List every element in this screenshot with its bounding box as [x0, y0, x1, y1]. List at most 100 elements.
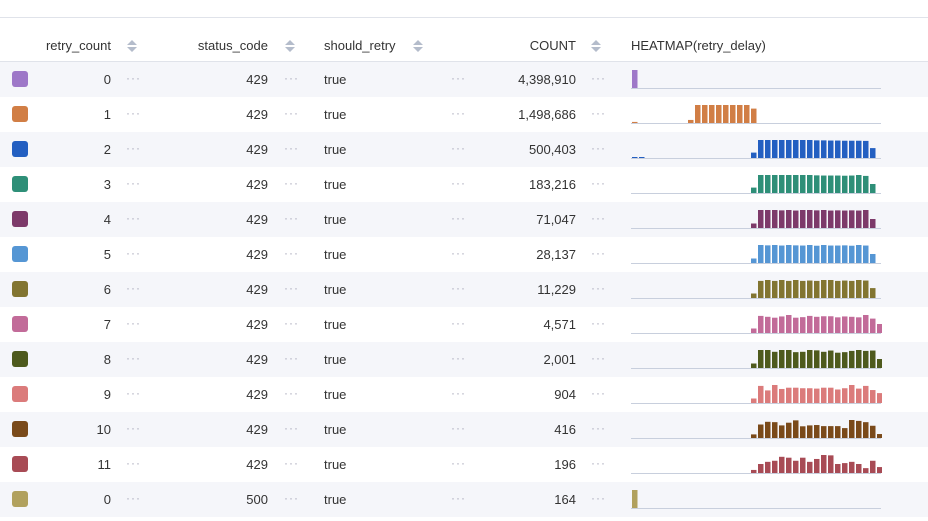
more-icon[interactable]: ··· [591, 211, 606, 225]
heatmap-bar [828, 280, 834, 298]
sort-icon[interactable] [285, 40, 295, 52]
table-row[interactable]: 11 ··· 429 ··· true ··· 196 ··· [0, 447, 928, 482]
heatmap-bar [835, 352, 841, 368]
more-icon[interactable]: ··· [126, 281, 141, 295]
table-row[interactable]: 2 ··· 429 ··· true ··· 500,403 ··· [0, 132, 928, 167]
more-icon[interactable]: ··· [126, 316, 141, 330]
series-color-swatch [12, 71, 28, 87]
more-icon[interactable]: ··· [284, 351, 299, 365]
more-icon[interactable]: ··· [284, 491, 299, 505]
table-row[interactable]: 6 ··· 429 ··· true ··· 11,229 ··· [0, 272, 928, 307]
more-icon[interactable]: ··· [126, 386, 141, 400]
sort-icon[interactable] [127, 40, 137, 52]
more-icon[interactable]: ··· [284, 246, 299, 260]
more-icon[interactable]: ··· [451, 421, 466, 435]
status-code-cell: 429 [246, 177, 268, 192]
header-count[interactable]: COUNT [529, 38, 576, 53]
table-row[interactable]: 3 ··· 429 ··· true ··· 183,216 ··· [0, 167, 928, 202]
heatmap-bar [821, 175, 827, 193]
more-icon[interactable]: ··· [126, 456, 141, 470]
retry-count-cell: 1 [103, 107, 111, 122]
heatmap-bar [821, 140, 827, 158]
table-row[interactable]: 0 ··· 429 ··· true ··· 4,398,910 ··· [0, 62, 928, 97]
heatmap-bar [800, 388, 806, 403]
more-icon[interactable]: ··· [451, 211, 466, 225]
more-icon[interactable]: ··· [591, 421, 606, 435]
more-icon[interactable]: ··· [451, 141, 466, 155]
heatmap-bar [870, 288, 876, 298]
heatmap-bar [849, 210, 855, 228]
more-icon[interactable]: ··· [591, 456, 606, 470]
table-row[interactable]: 4 ··· 429 ··· true ··· 71,047 ··· [0, 202, 928, 237]
table-row[interactable]: 0 ··· 500 ··· true ··· 164 ··· [0, 482, 928, 517]
more-icon[interactable]: ··· [451, 106, 466, 120]
more-icon[interactable]: ··· [451, 281, 466, 295]
more-icon[interactable]: ··· [284, 316, 299, 330]
more-icon[interactable]: ··· [284, 456, 299, 470]
sort-icon[interactable] [413, 40, 423, 52]
table-row[interactable]: 1 ··· 429 ··· true ··· 1,498,686 ··· [0, 97, 928, 132]
more-icon[interactable]: ··· [451, 71, 466, 85]
more-icon[interactable]: ··· [126, 211, 141, 225]
more-icon[interactable]: ··· [126, 141, 141, 155]
heatmap-bar [814, 388, 820, 403]
heatmap-bar [793, 387, 799, 403]
more-icon[interactable]: ··· [284, 141, 299, 155]
more-icon[interactable]: ··· [591, 141, 606, 155]
more-icon[interactable]: ··· [126, 106, 141, 120]
count-cell: 183,216 [529, 177, 576, 192]
header-retry-count[interactable]: retry_count [45, 38, 111, 53]
series-color-swatch [12, 421, 28, 437]
more-icon[interactable]: ··· [451, 456, 466, 470]
header-heatmap[interactable]: HEATMAP(retry_delay) [631, 38, 766, 53]
table-row[interactable]: 5 ··· 429 ··· true ··· 28,137 ··· [0, 237, 928, 272]
more-icon[interactable]: ··· [126, 421, 141, 435]
status-code-cell: 429 [246, 142, 268, 157]
more-icon[interactable]: ··· [126, 246, 141, 260]
more-icon[interactable]: ··· [284, 106, 299, 120]
header-should-retry[interactable]: should_retry [324, 38, 396, 53]
heatmap-bar [849, 350, 855, 368]
table-row[interactable]: 8 ··· 429 ··· true ··· 2,001 ··· [0, 342, 928, 377]
more-icon[interactable]: ··· [284, 386, 299, 400]
more-icon[interactable]: ··· [284, 281, 299, 295]
heatmap-bar [765, 350, 771, 368]
more-icon[interactable]: ··· [126, 351, 141, 365]
more-icon[interactable]: ··· [451, 491, 466, 505]
more-icon[interactable]: ··· [591, 386, 606, 400]
heatmap-bar [688, 119, 694, 123]
more-icon[interactable]: ··· [591, 71, 606, 85]
heatmap-sparkline [631, 245, 881, 264]
more-icon[interactable]: ··· [591, 351, 606, 365]
heatmap-bar [772, 317, 778, 333]
more-icon[interactable]: ··· [451, 176, 466, 190]
more-icon[interactable]: ··· [284, 71, 299, 85]
heatmap-bar [751, 398, 757, 403]
should-retry-cell: true [324, 282, 347, 297]
more-icon[interactable]: ··· [451, 386, 466, 400]
more-icon[interactable]: ··· [126, 491, 141, 505]
more-icon[interactable]: ··· [126, 71, 141, 85]
more-icon[interactable]: ··· [284, 421, 299, 435]
more-icon[interactable]: ··· [591, 491, 606, 505]
heatmap-bar [814, 316, 820, 333]
more-icon[interactable]: ··· [451, 246, 466, 260]
more-icon[interactable]: ··· [451, 351, 466, 365]
more-icon[interactable]: ··· [451, 316, 466, 330]
more-icon[interactable]: ··· [591, 246, 606, 260]
more-icon[interactable]: ··· [284, 211, 299, 225]
more-icon[interactable]: ··· [591, 176, 606, 190]
heatmap-bar [863, 422, 869, 438]
table-row[interactable]: 9 ··· 429 ··· true ··· 904 ··· [0, 377, 928, 412]
more-icon[interactable]: ··· [126, 176, 141, 190]
more-icon[interactable]: ··· [591, 316, 606, 330]
more-icon[interactable]: ··· [591, 106, 606, 120]
heatmap-bar [814, 425, 820, 438]
heatmap-bar [786, 315, 792, 333]
header-status-code[interactable]: status_code [197, 38, 268, 53]
table-row[interactable]: 7 ··· 429 ··· true ··· 4,571 ··· [0, 307, 928, 342]
more-icon[interactable]: ··· [591, 281, 606, 295]
sort-icon[interactable] [591, 40, 601, 52]
table-row[interactable]: 10 ··· 429 ··· true ··· 416 ··· [0, 412, 928, 447]
more-icon[interactable]: ··· [284, 176, 299, 190]
